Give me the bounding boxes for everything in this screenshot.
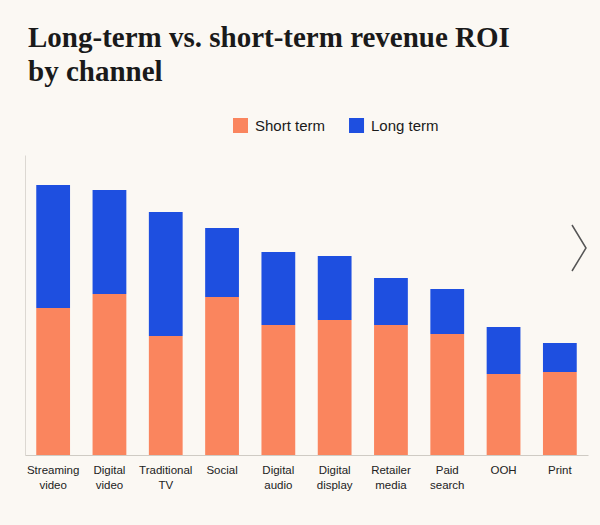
bar	[543, 343, 577, 372]
bar	[374, 325, 408, 455]
bar	[318, 320, 352, 455]
bar	[318, 256, 352, 320]
x-tick-label-line: Social	[206, 464, 237, 476]
x-tick-label-line: audio	[264, 479, 292, 491]
x-tick-label-line: media	[375, 479, 407, 491]
x-tick-label: Social	[206, 464, 237, 476]
bar	[149, 336, 183, 455]
x-tick-label-line: Retailer	[371, 464, 411, 476]
x-tick: Paid search	[430, 464, 465, 491]
x-tick-label: Digital display	[317, 464, 353, 491]
x-tick: Streaming video	[27, 464, 79, 491]
x-tick-label-line: Print	[548, 464, 572, 476]
x-tick-label-line: Traditional	[139, 464, 192, 476]
chart: Long-term vs. short-term revenue ROIby c…	[0, 0, 600, 525]
x-tick: Social	[206, 464, 237, 476]
bar	[261, 325, 295, 455]
x-tick-label-line: search	[430, 479, 465, 491]
bar	[374, 278, 408, 325]
x-tick-label: OOH	[490, 464, 516, 476]
bar	[430, 334, 464, 455]
bar	[36, 185, 70, 308]
bar	[430, 289, 464, 334]
bar	[487, 374, 521, 455]
x-tick-label-line: TV	[158, 479, 173, 491]
x-tick: Print	[548, 464, 572, 476]
bar	[543, 372, 577, 455]
x-tick-label: Print	[548, 464, 572, 476]
title-line: by channel	[28, 55, 163, 87]
x-tick-label-line: Paid	[436, 464, 459, 476]
x-tick: OOH	[490, 464, 516, 476]
legend-label: Short term	[255, 117, 325, 134]
legend-swatch	[233, 118, 248, 133]
x-tick-label-line: video	[39, 479, 67, 491]
bar	[93, 190, 127, 294]
x-tick: Digital display	[317, 464, 353, 491]
x-tick-label: Paid search	[430, 464, 465, 491]
bar	[149, 212, 183, 336]
x-tick: Digital audio	[262, 464, 294, 491]
x-tick-label-line: display	[317, 479, 353, 491]
x-tick-label-line: Digital	[93, 464, 125, 476]
bar	[93, 294, 127, 455]
bar	[205, 228, 239, 297]
y-axis	[25, 156, 26, 456]
y-axis-line	[25, 156, 26, 456]
bar	[36, 308, 70, 455]
title-line: Long-term vs. short-term revenue ROI	[28, 21, 510, 53]
x-tick-label-line: Streaming	[27, 464, 79, 476]
x-tick-label-line: OOH	[490, 464, 516, 476]
carousel-arrow[interactable]	[572, 225, 586, 271]
bars	[36, 185, 576, 455]
x-tick-label: Digital audio	[262, 464, 294, 491]
x-axis: Streaming video Digital video Traditional TV S…	[26, 456, 589, 492]
background	[0, 0, 600, 525]
title: Long-term vs. short-term revenue ROIby c…	[28, 21, 510, 87]
bar	[261, 252, 295, 325]
x-tick-label-line: video	[96, 479, 124, 491]
x-tick-label-line: Digital	[262, 464, 294, 476]
x-tick: Digital video	[93, 464, 125, 491]
x-tick-label: Digital video	[93, 464, 125, 491]
bar	[205, 297, 239, 455]
x-tick: Traditional TV	[139, 464, 192, 491]
x-tick: Retailer media	[371, 464, 411, 491]
bar	[487, 327, 521, 374]
x-tick-label: Streaming video	[27, 464, 79, 491]
x-tick-label: Retailer media	[371, 464, 411, 491]
legend: Short term Long term	[233, 117, 439, 134]
x-tick-label-line: Digital	[319, 464, 351, 476]
x-axis-line	[26, 455, 589, 456]
legend-label: Long term	[371, 117, 439, 134]
x-tick-label: Traditional TV	[139, 464, 192, 491]
legend-swatch	[349, 118, 364, 133]
